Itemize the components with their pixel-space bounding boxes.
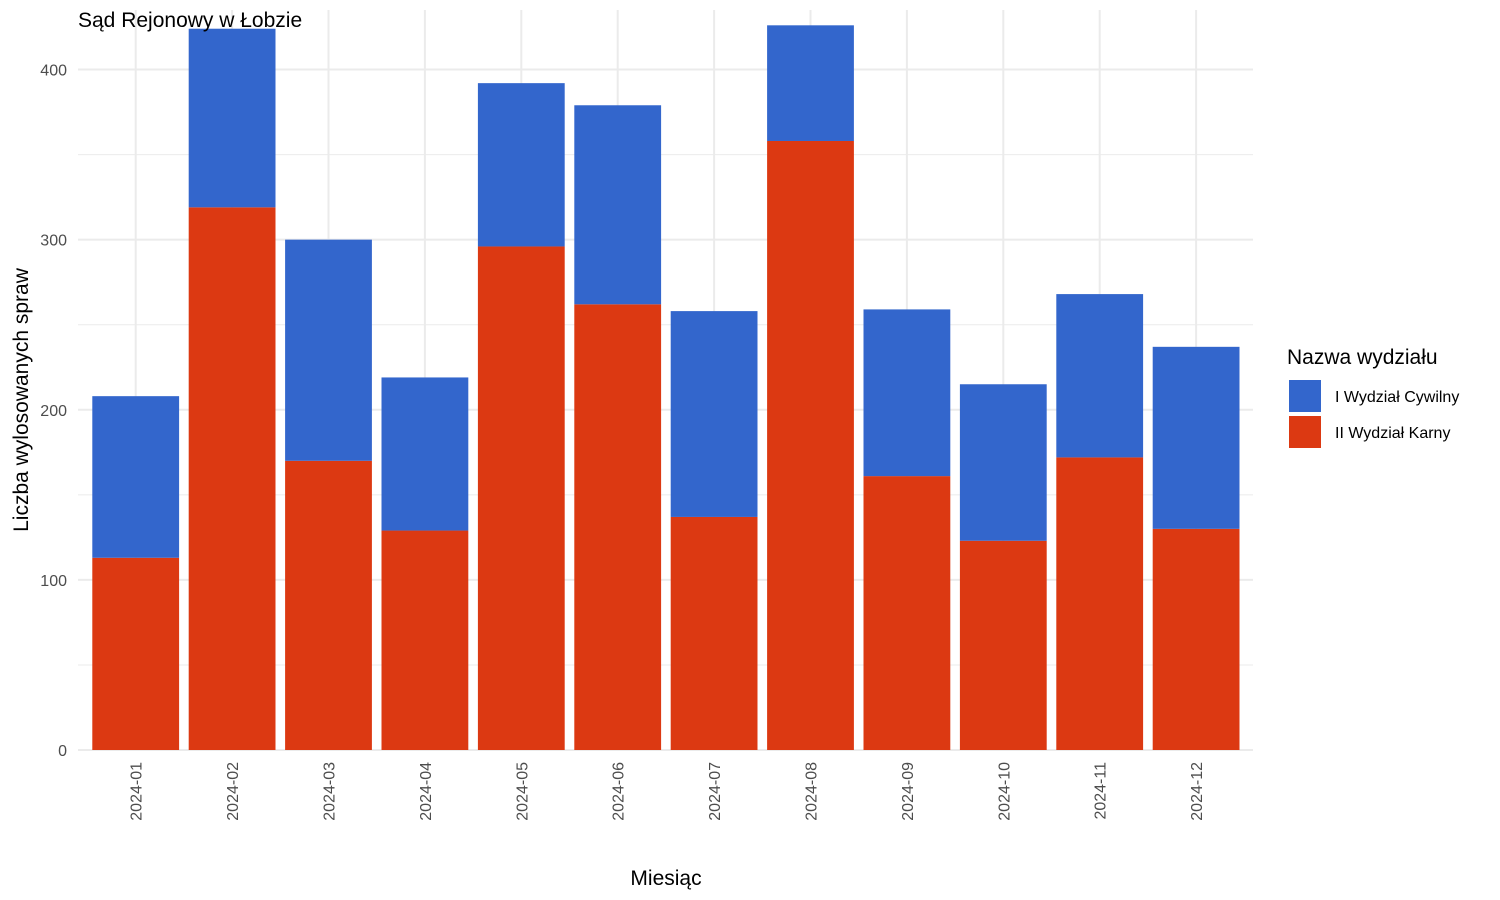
bar-cywilny-2024-10 bbox=[959, 384, 1047, 541]
bar-karny-2024-08 bbox=[767, 140, 854, 750]
bar-karny-2024-04 bbox=[381, 530, 469, 750]
y-axis-title: Liczba wylosowanych spraw bbox=[10, 267, 33, 532]
bar-karny-2024-05 bbox=[477, 246, 565, 750]
legend-label: I Wydział Cywilny bbox=[1335, 389, 1459, 406]
x-tick-label: 2024-04 bbox=[418, 762, 435, 821]
x-tick-label: 2024-06 bbox=[611, 762, 628, 821]
bar-karny-2024-12 bbox=[1152, 528, 1240, 750]
y-tick-label: 0 bbox=[58, 743, 67, 760]
bar-cywilny-2024-06 bbox=[574, 105, 662, 305]
bar-karny-2024-02 bbox=[188, 207, 276, 751]
bar-karny-2024-06 bbox=[574, 304, 662, 750]
x-tick-label: 2024-08 bbox=[804, 762, 821, 821]
y-tick-label: 400 bbox=[40, 63, 67, 80]
bar-cywilny-2024-08 bbox=[767, 25, 854, 141]
bar-karny-2024-07 bbox=[670, 516, 758, 750]
legend-swatch bbox=[1289, 416, 1321, 448]
x-tick-label: 2024-02 bbox=[225, 762, 242, 821]
bar-cywilny-2024-01 bbox=[92, 396, 180, 558]
y-tick-label: 200 bbox=[40, 403, 67, 420]
y-tick-label: 300 bbox=[40, 233, 67, 250]
bar-cywilny-2024-05 bbox=[477, 83, 565, 247]
bar-cywilny-2024-02 bbox=[188, 28, 276, 208]
bar-karny-2024-11 bbox=[1056, 457, 1144, 750]
x-axis-title: Miesiąc bbox=[630, 867, 701, 890]
bar-karny-2024-10 bbox=[959, 540, 1047, 750]
bar-karny-2024-03 bbox=[285, 460, 372, 750]
x-tick-label: 2024-05 bbox=[514, 762, 531, 821]
x-tick-label: 2024-07 bbox=[707, 762, 724, 821]
x-tick-label: 2024-11 bbox=[1093, 762, 1110, 820]
x-tick-label: 2024-10 bbox=[996, 762, 1013, 821]
y-tick-label: 100 bbox=[40, 573, 67, 590]
legend-title: Nazwa wydziału bbox=[1287, 346, 1438, 369]
x-axis-ticks: 2024-01 2024-02 2024-03 2024-04 2024-05 2024-… bbox=[129, 762, 1206, 821]
bar-cywilny-2024-03 bbox=[285, 239, 372, 461]
legend: Nazwa wydziału I Wydział Cywilny II Wydzi… bbox=[1287, 346, 1459, 448]
bar-karny-2024-01 bbox=[92, 557, 180, 750]
x-tick-label: 2024-09 bbox=[900, 762, 917, 821]
x-tick-label: 2024-01 bbox=[129, 762, 146, 821]
bar-cywilny-2024-04 bbox=[381, 377, 469, 531]
bar-cywilny-2024-11 bbox=[1056, 294, 1144, 458]
legend-swatch bbox=[1289, 380, 1321, 412]
bars bbox=[92, 25, 1240, 751]
legend-label: II Wydział Karny bbox=[1335, 425, 1450, 442]
bar-karny-2024-09 bbox=[863, 476, 951, 750]
bar-cywilny-2024-07 bbox=[670, 311, 758, 517]
bar-cywilny-2024-09 bbox=[863, 309, 951, 477]
bar-cywilny-2024-12 bbox=[1152, 346, 1240, 529]
x-tick-label: 2024-03 bbox=[322, 762, 339, 821]
chart-title: Sąd Rejonowy w Łobzie bbox=[78, 9, 302, 32]
y-axis-ticks: 0 100 200 300 400 bbox=[40, 63, 67, 760]
x-tick-label: 2024-12 bbox=[1189, 762, 1206, 821]
